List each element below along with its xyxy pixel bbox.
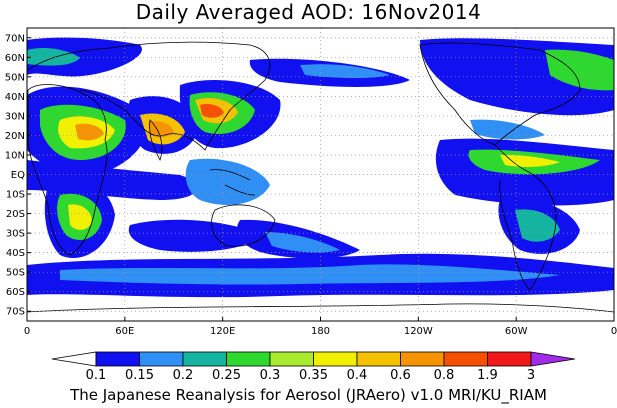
footer-caption: The Japanese Reanalysis for Aerosol (JRA…	[70, 386, 547, 404]
colorbar-label: 0.25	[212, 368, 241, 383]
lat-label: 60S	[6, 287, 25, 298]
lat-label: 60N	[5, 53, 25, 64]
lat-label: 20S	[6, 209, 25, 220]
lat-label: 70S	[6, 307, 25, 318]
lat-label: EQ	[11, 170, 25, 181]
colorbar-swatch	[356, 351, 401, 367]
colorbar-swatch	[400, 351, 445, 367]
colorbar-label: 0.6	[390, 368, 411, 383]
lon-label: 0	[611, 326, 617, 337]
colorbar-swatch	[269, 351, 314, 367]
lon-label: 120W	[404, 326, 433, 337]
map-title: Daily Averaged AOD: 16Nov2014	[135, 0, 482, 24]
lon-label: 120E	[210, 326, 235, 337]
colorbar-label: 0.2	[173, 368, 194, 383]
colorbar-max-arrow	[530, 351, 576, 367]
grid-lines	[27, 28, 614, 321]
colorbar-swatch	[487, 351, 532, 367]
colorbar-label: 3	[527, 368, 535, 383]
colorbar-swatch	[95, 351, 140, 367]
lat-label: 40S	[6, 248, 25, 259]
colorbar-min-arrow	[51, 351, 97, 367]
colorbar-label: 1.9	[477, 368, 498, 383]
colorbar-label: 0.3	[260, 368, 281, 383]
colorbar-label: 0.4	[347, 368, 368, 383]
longitude-axis: 0 60E 120E 180 120W 60W 0	[24, 317, 617, 337]
latitude-axis: 70N 60N 50N 40N 30N 20N 10N EQ 10S 20S 30S 40S 50S 60…	[5, 33, 31, 318]
colorbar-swatch	[226, 351, 271, 367]
colorbar-swatch	[313, 351, 358, 367]
lat-label: 70N	[5, 33, 25, 44]
colorbar-swatch	[182, 351, 227, 367]
colorbar: 0.1 0.15 0.2 0.25 0.3 0.35 0.4 0.6 0.8 1.9 3	[51, 351, 576, 383]
lat-label: 50S	[6, 268, 25, 279]
colorbar-label: 0.8	[434, 368, 455, 383]
colorbar-swatch	[443, 351, 488, 367]
lon-label: 0	[24, 326, 30, 337]
aod-field-layer	[27, 37, 614, 298]
coastline-layer	[27, 41, 614, 313]
lat-label: 20N	[5, 131, 25, 142]
lon-label: 180	[311, 326, 330, 337]
lat-label: 10S	[6, 190, 25, 201]
colorbar-label: 0.35	[299, 368, 328, 383]
lat-label: 40N	[5, 92, 25, 103]
lat-label: 30S	[6, 229, 25, 240]
lat-label: 30N	[5, 111, 25, 122]
colorbar-label: 0.1	[86, 368, 107, 383]
lat-label: 50N	[5, 72, 25, 83]
lat-label: 10N	[5, 150, 25, 161]
colorbar-swatch	[139, 351, 184, 367]
lon-label: 60E	[115, 326, 134, 337]
colorbar-label: 0.15	[125, 368, 154, 383]
lon-label: 60W	[505, 326, 528, 337]
